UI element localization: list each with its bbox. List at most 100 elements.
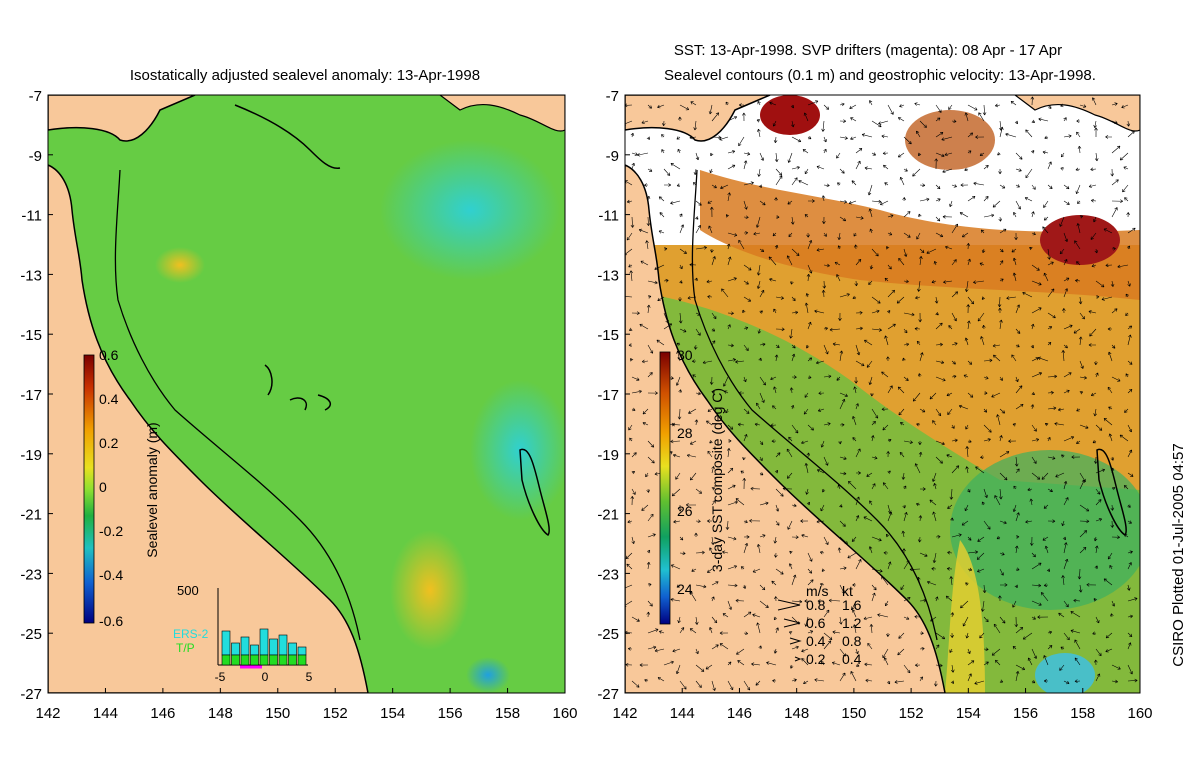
lon-tick-label: 144 — [93, 705, 118, 722]
velocity-arrow — [836, 376, 841, 381]
velocity-arrow — [807, 579, 814, 586]
velocity-arrow — [962, 616, 969, 627]
velocity-arrow — [819, 550, 825, 555]
velocity-arrow — [821, 120, 825, 132]
velocity-arrow — [628, 264, 633, 268]
velocity-arrow — [855, 148, 863, 154]
velocity-arrow — [839, 520, 846, 527]
lat-tick-label: -25 — [20, 626, 42, 643]
velocity-arrow — [823, 183, 830, 188]
velocity-arrow — [1090, 392, 1097, 397]
velocity-key-row: 0.8 1.6 — [777, 597, 862, 613]
isobath-line — [114, 169, 361, 641]
velocity-arrow — [775, 327, 785, 332]
velocity-arrow — [738, 136, 745, 147]
velocity-arrow — [755, 216, 761, 228]
velocity-key-kt: 0.8 — [842, 633, 862, 649]
velocity-arrow — [707, 450, 713, 458]
velocity-arrow — [935, 596, 939, 602]
velocity-arrow — [1015, 535, 1020, 539]
velocity-key-header-ms: m/s — [806, 583, 829, 599]
velocity-arrow — [1123, 485, 1129, 490]
velocity-arrow — [851, 536, 857, 542]
velocity-arrow — [692, 182, 697, 186]
velocity-arrow — [743, 326, 749, 331]
velocity-arrow — [1079, 391, 1084, 395]
sla-tick: -0.6 — [99, 613, 123, 629]
velocity-arrow — [1127, 472, 1134, 477]
velocity-arrow — [670, 597, 681, 602]
velocity-arrow — [1022, 632, 1033, 640]
velocity-arrow — [855, 160, 861, 170]
velocity-arrow — [1031, 323, 1035, 330]
velocity-arrow — [999, 260, 1004, 266]
velocity-arrow — [1043, 504, 1049, 509]
velocity-arrow — [935, 152, 945, 158]
velocity-arrow — [804, 616, 809, 627]
velocity-arrow — [1127, 360, 1133, 365]
velocity-arrow — [914, 463, 921, 474]
velocity-arrow — [900, 584, 905, 591]
velocity-arrow — [871, 309, 880, 314]
velocity-arrow — [759, 310, 763, 314]
velocity-arrow — [967, 536, 972, 541]
velocity-arrow — [1031, 552, 1036, 558]
velocity-arrow — [706, 420, 713, 426]
velocity-arrow — [1014, 616, 1019, 628]
velocity-arrow — [647, 391, 658, 395]
velocity-arrow — [750, 486, 761, 491]
velocity-arrow — [1101, 296, 1113, 301]
velocity-arrow — [788, 631, 793, 635]
velocity-arrow — [647, 628, 659, 634]
velocity-arrow — [654, 264, 665, 271]
inset-legend-ers2: ERS-2 — [173, 627, 209, 641]
velocity-arrow — [1122, 184, 1129, 193]
velocity-arrow — [1075, 167, 1081, 172]
velocity-arrow — [903, 211, 911, 218]
velocity-arrow — [1124, 197, 1129, 202]
velocity-arrow — [991, 648, 1001, 656]
velocity-arrow — [847, 552, 857, 559]
velocity-arrow — [1015, 200, 1021, 210]
velocity-arrow — [1044, 423, 1049, 427]
velocity-arrow — [868, 376, 873, 385]
velocity-arrow — [638, 228, 649, 234]
velocity-arrow — [933, 483, 937, 490]
velocity-arrow — [887, 438, 892, 443]
velocity-arrow — [1095, 518, 1103, 522]
velocity-arrow — [711, 328, 716, 332]
velocity-arrow — [758, 357, 762, 362]
velocity-arrow — [916, 130, 921, 138]
velocity-arrow — [1025, 129, 1033, 138]
velocity-key-header-kt: kt — [842, 583, 853, 599]
velocity-arrow — [1029, 536, 1034, 546]
velocity-arrow — [1031, 150, 1035, 154]
velocity-arrow — [671, 488, 681, 497]
velocity-arrow — [1121, 104, 1129, 109]
velocity-arrow — [670, 564, 681, 570]
velocity-arrow — [887, 104, 894, 115]
velocity-arrow — [1031, 456, 1037, 464]
inset-bar-ers2 — [221, 630, 231, 656]
velocity-arrow — [759, 440, 764, 445]
velocity-arrow — [999, 435, 1003, 442]
velocity-arrow — [983, 616, 989, 623]
velocity-arrow — [879, 200, 889, 206]
velocity-arrow — [903, 168, 908, 172]
velocity-arrow — [1015, 168, 1022, 172]
velocity-arrow — [883, 657, 889, 666]
velocity-arrow — [775, 215, 780, 219]
velocity-arrow — [707, 519, 713, 523]
velocity-arrow — [626, 199, 633, 204]
velocity-arrow — [977, 568, 985, 573]
velocity-arrow — [774, 152, 779, 163]
velocity-arrow — [903, 511, 908, 522]
velocity-arrow — [805, 293, 810, 298]
velocity-arrow — [791, 645, 799, 650]
velocity-arrow — [789, 387, 794, 394]
velocity-arrow — [855, 471, 861, 475]
velocity-arrow — [935, 440, 945, 446]
velocity-arrow — [1011, 248, 1017, 253]
velocity-arrow — [737, 660, 745, 666]
velocity-arrow — [919, 248, 925, 254]
